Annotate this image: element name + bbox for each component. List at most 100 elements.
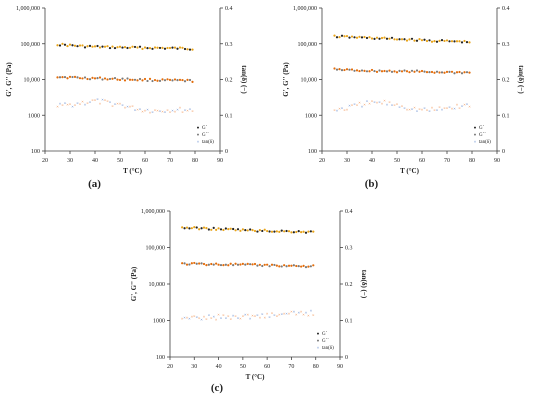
- data-point-gdoubleprime: [224, 263, 227, 266]
- data-point-tandelta: ×: [124, 105, 127, 110]
- data-point-gdoubleprime: [258, 263, 261, 266]
- data-point-tandelta: ×: [89, 100, 92, 105]
- data-point-gprime: [345, 34, 349, 38]
- x-tick-label: 50: [394, 158, 400, 164]
- data-point-gdoubleprime: [280, 265, 283, 268]
- data-point-gprime: [383, 36, 386, 39]
- data-point-gdoubleprime: [443, 71, 446, 74]
- data-point-gprime: [200, 227, 203, 230]
- data-point-tandelta: ×: [205, 317, 208, 322]
- data-point-gprime: [350, 35, 354, 38]
- x-axis-label: T (°C): [400, 167, 419, 175]
- data-point-tandelta: ×: [446, 106, 449, 111]
- data-point-gdoubleprime: [290, 264, 293, 267]
- data-point-gprime: [193, 226, 196, 229]
- data-point-tandelta: ×: [268, 314, 271, 319]
- data-point-gprime: [111, 45, 114, 48]
- y-right-tick-label: 0.2: [345, 282, 353, 288]
- data-point-gprime: [253, 229, 257, 233]
- data-point-gprime: [448, 40, 451, 43]
- data-point-tandelta: ×: [119, 101, 122, 106]
- data-point-gprime: [106, 45, 109, 48]
- data-point-tandelta: ×: [305, 310, 308, 315]
- data-point-tandelta: ×: [141, 109, 144, 114]
- y-right-tick-label: 0.2: [225, 78, 233, 84]
- data-point-gprime: [229, 227, 232, 230]
- data-point-gprime: [116, 46, 119, 49]
- x-tick-label: 20: [319, 158, 325, 164]
- data-point-gprime: [246, 229, 249, 232]
- data-point-gdoubleprime: [393, 70, 396, 73]
- legend-entry: G´´: [202, 133, 209, 138]
- data-point-tandelta: ×: [237, 316, 240, 321]
- data-point-gdoubleprime: [161, 78, 164, 81]
- y-left-tick-label: 1000: [28, 113, 40, 119]
- data-point-gprime: [333, 34, 336, 37]
- data-point-gdoubleprime: [131, 78, 134, 81]
- data-point-gprime: [375, 36, 379, 39]
- data-point-gprime: [224, 227, 227, 230]
- data-point-gdoubleprime: [453, 72, 456, 75]
- y-left-axis-label: G', G'' (Pa): [130, 266, 138, 301]
- x-tick-label: 40: [92, 158, 98, 164]
- data-point-tandelta: ×: [61, 102, 64, 107]
- data-point-tandelta: ×: [94, 97, 97, 102]
- legend-marker: ×: [317, 345, 320, 350]
- data-point-gdoubleprime: [101, 78, 104, 81]
- data-point-gdoubleprime: [285, 265, 288, 268]
- data-point-gprime: [210, 228, 213, 231]
- data-point-gprime: [270, 230, 274, 233]
- data-point-gprime: [285, 229, 288, 233]
- data-point-tandelta: ×: [79, 102, 82, 107]
- data-point-gdoubleprime: [468, 71, 471, 74]
- data-point-tandelta: ×: [104, 97, 107, 102]
- data-point-gdoubleprime: [403, 69, 406, 72]
- data-point-gprime: [378, 37, 381, 40]
- data-point-gprime: [83, 46, 87, 49]
- data-point-gprime: [156, 46, 159, 49]
- data-point-tandelta: ×: [106, 98, 109, 103]
- data-point-gdoubleprime: [148, 77, 152, 81]
- data-point-gdoubleprime: [348, 68, 351, 71]
- x-tick-label: 20: [42, 158, 48, 164]
- data-point-tandelta: ×: [421, 107, 424, 112]
- x-tick-label: 60: [264, 364, 270, 370]
- data-point-tandelta: ×: [411, 106, 414, 111]
- data-point-gprime: [98, 46, 102, 49]
- data-point-tandelta: ×: [312, 312, 315, 317]
- data-point-tandelta: ×: [139, 106, 142, 111]
- data-point-gdoubleprime: [408, 71, 411, 74]
- data-point-gdoubleprime: [378, 69, 381, 72]
- data-point-gdoubleprime: [86, 77, 89, 81]
- data-point-gdoubleprime: [268, 265, 271, 268]
- data-point-gprime: [103, 45, 107, 48]
- y-right-tick-label: 0.1: [345, 319, 353, 325]
- data-point-tandelta: ×: [348, 103, 351, 108]
- data-point-gprime: [71, 44, 74, 47]
- data-point-tandelta: ×: [456, 102, 459, 107]
- data-point-tandelta: ×: [396, 102, 399, 107]
- y-left-tick-label: 1000: [305, 113, 317, 119]
- data-point-gprime: [365, 36, 369, 40]
- panel-caption: (a): [88, 178, 101, 190]
- data-point-gdoubleprime: [249, 263, 252, 266]
- panel-c: 20 30 40 50 60 70 80 90 100 1000 10,000 100,000 1,00…: [130, 209, 368, 394]
- y-left-tick-label: 1,000,000: [293, 6, 317, 12]
- y-left-tick-label: 1000: [153, 319, 165, 325]
- data-point-gdoubleprime: [253, 262, 257, 266]
- data-point-gdoubleprime: [309, 265, 312, 268]
- data-point-tandelta: ×: [56, 104, 59, 109]
- data-point-gprime: [266, 229, 269, 233]
- y-left-tick-label: 10,000: [24, 78, 41, 84]
- panel-b: 20 30 40 50 60 70 80 90 100 1000 10,000 100,000 1,00…: [282, 6, 525, 190]
- data-point-gprime: [343, 35, 346, 38]
- data-point-gdoubleprime: [181, 78, 184, 82]
- data-point-gprime: [161, 46, 164, 49]
- data-point-tandelta: ×: [443, 106, 446, 111]
- data-point-tandelta: ×: [184, 107, 187, 112]
- data-point-tandelta: ×: [159, 109, 162, 114]
- legend-entry: G´´: [322, 339, 329, 344]
- data-point-gprime: [63, 43, 67, 46]
- data-point-gprime: [348, 36, 351, 39]
- data-point-gprime: [113, 46, 117, 50]
